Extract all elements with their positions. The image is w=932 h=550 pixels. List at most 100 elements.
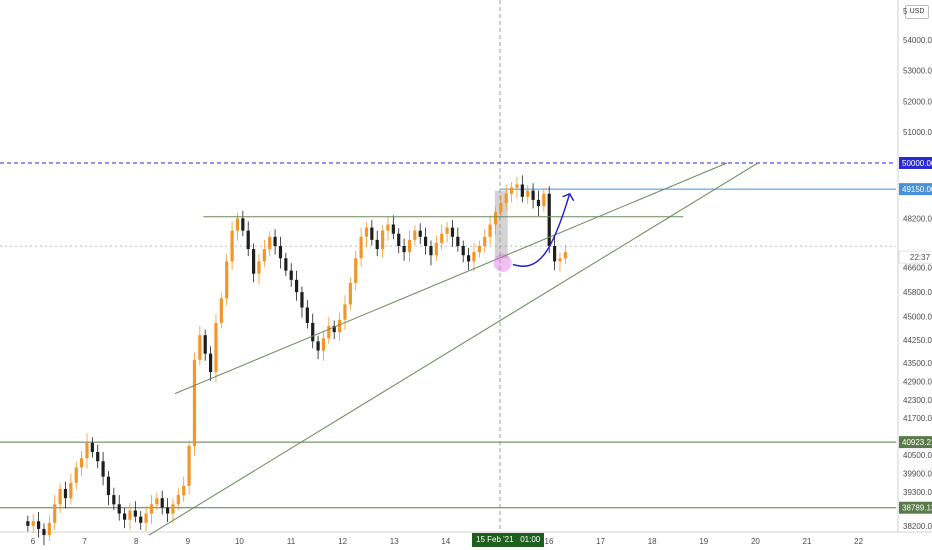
candle-body <box>122 513 127 520</box>
projection-arrow-head <box>562 192 575 202</box>
y-tick-label: 40500.00 <box>903 451 932 460</box>
projection-arrow[interactable] <box>512 193 571 267</box>
candle-body <box>542 193 546 207</box>
candle-body <box>327 325 331 339</box>
candle-body <box>499 202 503 213</box>
candle-body <box>321 338 326 351</box>
candle-body <box>294 279 299 293</box>
highlight-box <box>494 190 508 259</box>
candle-body <box>300 292 304 308</box>
candle-body <box>90 442 94 453</box>
y-tick-label: 41700.00 <box>903 414 932 423</box>
price-level-tag <box>899 501 932 514</box>
x-tick-label: 10 <box>235 537 244 546</box>
trendline[interactable] <box>174 162 728 395</box>
candle-body <box>509 187 514 194</box>
price-level-tag <box>899 156 932 169</box>
candle-body <box>429 246 433 256</box>
candle-body <box>155 498 159 505</box>
y-tick-label: 52000.00 <box>903 97 932 106</box>
candle-body <box>450 227 455 237</box>
candle-body <box>456 236 460 247</box>
candle-body <box>58 488 62 505</box>
candle-body <box>182 485 186 496</box>
candle-body <box>305 307 309 323</box>
candle-body <box>246 230 250 250</box>
candle-body <box>278 246 283 259</box>
crosshair-date: 15 Feb '21 <box>476 535 514 544</box>
candle-body <box>171 504 175 514</box>
trendline[interactable] <box>148 162 759 536</box>
candle-body <box>461 246 465 256</box>
currency-badge[interactable]: USD <box>905 5 929 19</box>
price-level-label: 47295.00 <box>902 242 932 251</box>
countdown-tag <box>898 250 932 264</box>
x-tick-label: 20 <box>751 537 760 546</box>
candle-body <box>386 224 390 231</box>
candle-body <box>536 199 541 207</box>
candle-body <box>268 236 272 250</box>
x-tick-label: 13 <box>390 537 399 546</box>
candle-body <box>251 249 256 274</box>
candle-body <box>85 442 89 459</box>
candle-body <box>225 261 229 299</box>
candle-body <box>106 476 111 496</box>
y-tick-label: 54000.00 <box>903 36 932 45</box>
x-tick-label: 19 <box>699 537 708 546</box>
candle-body <box>165 507 170 514</box>
crosshair-time: 01:00 <box>520 535 541 544</box>
candle-body <box>531 190 535 200</box>
candle-body <box>133 510 137 517</box>
candle-body <box>42 528 46 536</box>
price-level-tag <box>899 240 932 253</box>
candle-body <box>337 319 342 333</box>
candle-body <box>144 513 148 523</box>
candle-body <box>117 504 121 514</box>
candle-body <box>526 190 530 197</box>
candle-body <box>262 249 266 262</box>
candle-body <box>558 258 562 262</box>
candle-body <box>289 270 293 280</box>
candle-body <box>359 236 363 259</box>
candle-body <box>423 236 428 247</box>
price-level-tag <box>899 436 932 449</box>
y-tick-label: 43500.00 <box>903 359 932 368</box>
y-tick-label: 45800.00 <box>903 288 932 297</box>
marker-circle <box>493 253 512 272</box>
candle-body <box>418 230 422 237</box>
candle-body <box>552 246 557 262</box>
candle-body <box>74 467 78 483</box>
candle-body <box>402 246 406 253</box>
y-tick-label: 46600.00 <box>903 264 932 273</box>
candle-body <box>370 227 374 240</box>
y-tick-label: 42300.00 <box>903 396 932 405</box>
x-tick-label: 22 <box>854 537 863 546</box>
candle-body <box>53 504 57 523</box>
y-tick-label: 39900.00 <box>903 470 932 479</box>
x-tick-label: 9 <box>186 537 191 546</box>
candle-body <box>128 510 132 520</box>
price-level-label: 50000.00 <box>902 159 932 168</box>
candle-body <box>112 495 116 505</box>
candle-body <box>26 521 30 526</box>
y-tick-label: 48200.00 <box>903 214 932 223</box>
y-tick-label: 51000.00 <box>903 128 932 137</box>
x-tick-label: 7 <box>82 537 87 546</box>
candle-body <box>472 252 476 262</box>
y-tick-label: 53000.00 <box>903 67 932 76</box>
candle-body <box>440 233 444 243</box>
price-level-tag <box>899 183 932 196</box>
candle-body <box>504 193 508 203</box>
candle-body <box>311 322 315 342</box>
candle-body <box>407 239 412 253</box>
candle-body <box>332 325 336 333</box>
candle-body <box>520 184 524 197</box>
x-tick-label: 18 <box>648 537 657 546</box>
candle-body <box>397 233 401 247</box>
price-level-label: 40923.21 <box>902 438 932 447</box>
x-tick-label: 12 <box>338 537 347 546</box>
x-tick-label: 17 <box>596 537 605 546</box>
candle-body <box>284 258 288 271</box>
candle-body <box>348 282 352 305</box>
